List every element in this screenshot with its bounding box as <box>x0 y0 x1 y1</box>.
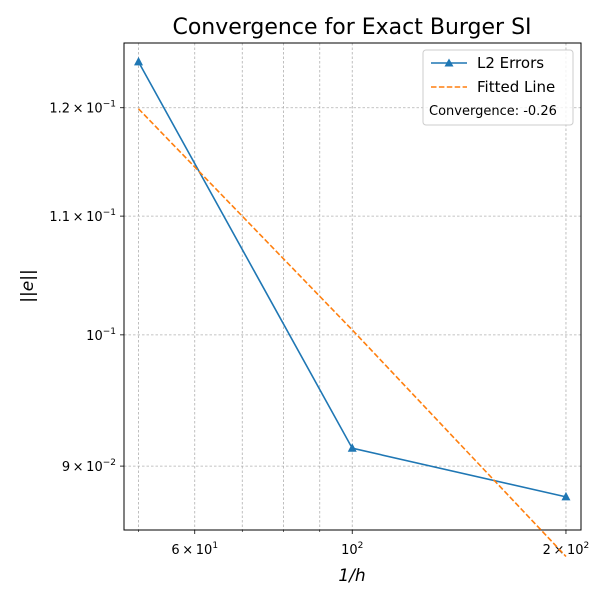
x-axis-label: 1/h <box>338 566 365 586</box>
y-tick-label: 1.2 × 10−1 <box>49 100 116 117</box>
chart-title: Convergence for Exact Burger SI <box>172 15 531 40</box>
x-tick-label: 2 × 102 <box>543 541 590 558</box>
x-tick-label: 6 × 101 <box>171 541 218 558</box>
fitted-line-series-line <box>137 108 567 558</box>
legend-l2-marker <box>444 58 454 67</box>
l2-errors-data-point <box>347 443 357 452</box>
x-tick-label: 102 <box>341 541 363 558</box>
data-series <box>134 56 571 558</box>
y-tick-label: 9 × 10−2 <box>62 458 116 475</box>
legend-fit-label: Fitted Line <box>477 78 555 96</box>
legend-box <box>422 49 574 126</box>
y-tick-label: 1.1 × 10−1 <box>49 208 116 225</box>
y-axis-label: ||e|| <box>18 269 38 302</box>
legend: L2 Errors Fitted Line Convergence: -0.26 <box>422 49 574 126</box>
y-tick-label: 10−1 <box>86 327 116 344</box>
convergence-annotation: Convergence: -0.26 <box>429 104 557 119</box>
l2-errors-data-point <box>134 56 144 66</box>
axis-ticks: 6 × 101 102 2 × 102 9 × 10−2 10−1 1.1 × 10−1 1… <box>49 100 589 558</box>
legend-l2-label: L2 Errors <box>477 54 544 72</box>
l2-errors-data-point <box>561 491 571 501</box>
